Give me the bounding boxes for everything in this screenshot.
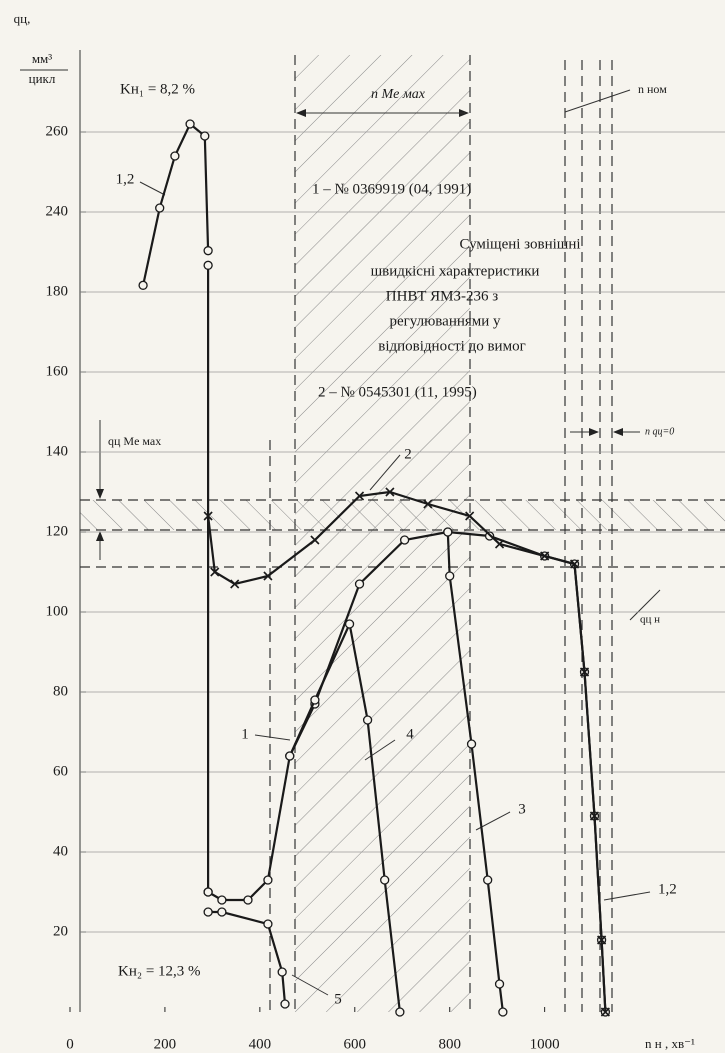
circle-marker <box>466 739 477 749</box>
y-tick-label: 120 <box>46 523 69 539</box>
y-tick-label: 260 <box>46 123 69 139</box>
y-axis-label: мм³ <box>32 51 52 66</box>
y-tick-label: 160 <box>46 363 69 379</box>
curve-label: 4 <box>406 726 414 742</box>
circle-marker <box>263 919 273 929</box>
circle-marker <box>443 527 453 537</box>
x-tick-label: 800 <box>438 1036 461 1052</box>
x-tick-label: 0 <box>66 1036 74 1052</box>
y-axis-label: qц, <box>14 11 31 26</box>
x-marker <box>385 487 395 497</box>
circle-marker <box>494 979 505 989</box>
circle-marker <box>354 579 365 589</box>
annotation: 1 – № 0369919 (04, 1991) <box>312 181 471 197</box>
y-tick-label: 40 <box>53 843 68 859</box>
circle-marker <box>395 1007 405 1017</box>
curve <box>207 490 607 1013</box>
circle-marker <box>138 280 148 290</box>
circle-marker <box>155 203 165 213</box>
curve-label: 1,2 <box>116 171 135 187</box>
x-marker <box>423 499 433 509</box>
circle-marker <box>170 151 180 161</box>
annotation: n Me мах <box>371 87 426 102</box>
x-marker <box>540 551 550 561</box>
x-marker <box>263 571 273 581</box>
y-tick-label: 100 <box>46 603 69 619</box>
y-tick-label: 240 <box>46 203 69 219</box>
x-axis-label: n н , хв⁻¹ <box>645 1036 695 1051</box>
circle-marker <box>203 260 213 270</box>
circle-marker <box>203 246 213 256</box>
curve-label: 1 <box>241 726 249 742</box>
annotation: Kн₂ = 12,3 % <box>118 963 201 979</box>
circle-marker <box>285 751 295 761</box>
circle-marker <box>498 1007 508 1017</box>
circle-marker <box>217 907 227 917</box>
curve <box>142 122 210 892</box>
annotation: Суміщені зовнішні <box>459 236 580 252</box>
annotation: n ном <box>638 82 667 96</box>
circle-marker <box>380 875 390 885</box>
x-marker <box>569 559 580 569</box>
curve <box>208 910 287 1005</box>
circle-marker <box>310 695 320 705</box>
annotation: відповідності до вимог <box>378 338 525 354</box>
circle-marker <box>445 571 455 581</box>
annotation: qц н <box>640 614 660 626</box>
circle-marker <box>263 875 273 885</box>
annotation: qц Me мах <box>108 434 161 448</box>
hatched-band <box>80 500 725 530</box>
x-marker <box>465 511 475 521</box>
x-tick-label: 1000 <box>530 1036 560 1052</box>
curve <box>288 620 401 1013</box>
x-marker <box>310 535 320 545</box>
arrows <box>96 89 661 996</box>
y-tick-label: 180 <box>46 283 69 299</box>
annotation: регулюваннями у <box>389 313 501 329</box>
circle-marker <box>280 999 290 1009</box>
annotation: швидкісні характеристики <box>371 263 540 279</box>
x-marker <box>230 579 240 589</box>
x-marker <box>354 491 365 501</box>
curve-label: 3 <box>518 801 526 817</box>
curve-label: 2 <box>404 446 412 462</box>
circle-marker <box>203 907 213 917</box>
annotation: Kн₁ = 8,2 % <box>120 81 195 97</box>
circle-marker <box>203 887 213 897</box>
annotation: n qц=0 <box>645 426 674 437</box>
circle-marker <box>217 895 227 905</box>
y-tick-label: 140 <box>46 443 69 459</box>
curve <box>446 531 504 1013</box>
circle-marker <box>200 131 210 141</box>
x-tick-label: 600 <box>344 1036 367 1052</box>
circle-marker <box>344 619 355 629</box>
x-marker <box>210 567 220 577</box>
y-axis-label: цикл <box>29 71 56 86</box>
curve-label: 5 <box>334 991 342 1007</box>
y-tick-label: 20 <box>53 923 68 939</box>
reference-lines <box>80 55 725 1012</box>
circle-marker <box>362 715 373 725</box>
annotation: 1,2 <box>658 881 677 897</box>
x-marker <box>579 667 590 677</box>
x-marker <box>494 539 505 549</box>
circle-marker <box>483 875 493 885</box>
x-tick-label: 400 <box>249 1036 272 1052</box>
circle-marker <box>277 967 287 977</box>
x-tick-label: 200 <box>154 1036 177 1052</box>
x-marker <box>203 511 213 521</box>
x-marker <box>589 811 600 821</box>
annotation: 2 – № 0545301 (11, 1995) <box>318 384 477 400</box>
x-marker <box>597 935 607 945</box>
annotation: ПНВТ ЯМЗ-236 з <box>386 288 498 304</box>
y-tick-label: 80 <box>53 683 68 699</box>
y-tick-label: 60 <box>53 763 68 779</box>
circle-marker <box>243 895 253 905</box>
x-marker <box>600 1007 610 1017</box>
circle-marker <box>399 535 410 545</box>
circle-marker <box>185 119 195 129</box>
